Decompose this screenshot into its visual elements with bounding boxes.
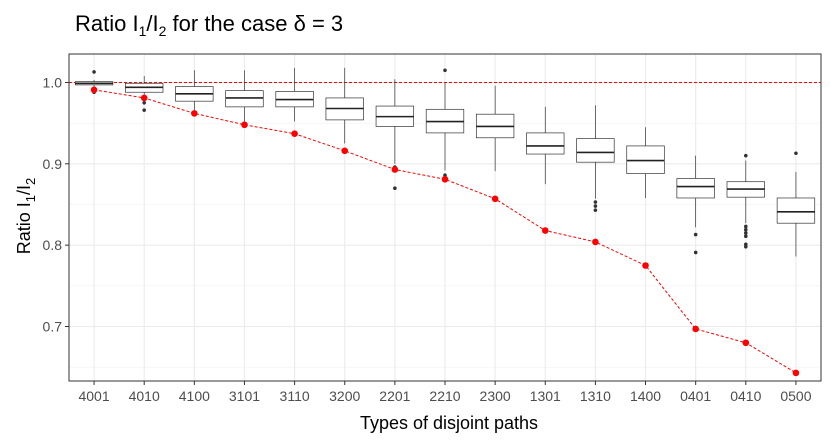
x-tick-label: 0500 <box>780 388 811 404</box>
box-outlier <box>393 186 397 191</box>
boxplot-0401 <box>676 155 715 255</box>
x-tick-label: 2300 <box>480 388 511 404</box>
x-tick-label: 1400 <box>630 388 661 404</box>
box-iqr <box>576 138 615 163</box>
red-point-0500 <box>792 369 800 377</box>
red-point-3101 <box>241 121 248 129</box>
red-point-2300 <box>491 195 499 203</box>
box-outlier <box>744 234 748 239</box>
y-tick-label: 0.9 <box>43 156 63 172</box>
box-outlier <box>693 250 698 255</box>
box-outlier <box>92 70 96 74</box>
boxplot-1400 <box>626 127 665 198</box>
red-point-1310 <box>592 238 599 246</box>
x-tick-label: 4010 <box>129 388 160 404</box>
boxplots <box>74 67 816 257</box>
box-outlier <box>744 244 748 249</box>
x-tick-label: 4001 <box>78 388 109 404</box>
x-axis-title: Types of disjoint paths <box>360 413 538 433</box>
plot-panel <box>68 53 822 382</box>
red-point-1301 <box>541 227 549 234</box>
boxplot-1301 <box>526 106 565 185</box>
y-tick-label: 0.7 <box>43 319 63 335</box>
boxplot-0410 <box>726 153 765 249</box>
red-point-4001 <box>90 86 98 94</box>
boxplot-3200 <box>325 67 364 144</box>
boxplot-2210 <box>425 68 465 180</box>
x-tick-label: 1301 <box>530 388 561 404</box>
boxplot-3101 <box>225 70 264 122</box>
red-series-line <box>93 89 797 374</box>
red-series <box>90 86 800 377</box>
x-tick-label: 3200 <box>329 388 360 404</box>
box-outlier <box>693 232 698 237</box>
boxplot-2300 <box>475 85 515 172</box>
box-outlier <box>593 204 598 208</box>
x-tick-label: 0401 <box>680 388 711 404</box>
box-iqr <box>626 145 665 174</box>
box-outlier <box>593 208 598 212</box>
x-tick-label: 0410 <box>730 388 761 404</box>
y-tick-label: 0.8 <box>43 237 63 253</box>
y-axis-title: Ratio I1/I2 <box>14 178 38 255</box>
red-point-2201 <box>391 166 399 173</box>
x-tick-label: 3101 <box>229 388 260 404</box>
box-iqr <box>225 90 264 108</box>
box-outlier <box>744 231 748 235</box>
y-tick-label: 1.0 <box>43 74 63 90</box>
x-tick-label: 4100 <box>179 388 210 404</box>
box-outlier <box>744 224 748 229</box>
y-axis: 0.7 0.8 0.9 1.0 <box>43 74 69 335</box>
red-point-0410 <box>742 339 750 347</box>
x-axis: 4001 4010 4100 3101 3110 3200 2201 2210 2300 1301… <box>78 381 812 404</box>
box-iqr <box>526 132 565 155</box>
box-outlier <box>142 108 146 112</box>
boxplot-4010 <box>125 75 164 112</box>
boxplot-3110 <box>275 67 314 122</box>
x-tick-label: 3110 <box>280 388 310 404</box>
box-outlier <box>744 227 748 232</box>
box-outlier <box>443 68 447 73</box>
x-tick-label: 2201 <box>379 388 410 404</box>
x-tick-label: 2210 <box>429 388 460 404</box>
boxplot-0500 <box>776 151 816 257</box>
box-outlier <box>593 200 598 204</box>
box-outlier <box>142 101 146 105</box>
boxplot-4100 <box>175 70 214 117</box>
red-point-3200 <box>341 147 349 155</box>
boxplot-1310 <box>576 105 615 212</box>
red-point-4100 <box>191 110 198 117</box>
x-tick-label: 1310 <box>580 388 611 404</box>
box-outlier <box>794 151 798 156</box>
box-outlier <box>744 153 748 158</box>
red-point-0401 <box>692 325 699 333</box>
red-point-1400 <box>642 262 649 269</box>
box-iqr <box>776 197 816 224</box>
red-point-3110 <box>291 130 298 138</box>
red-point-2210 <box>441 175 449 183</box>
red-point-4010 <box>140 94 148 102</box>
chart-title: Ratio I1/I2 for the case δ = 3 <box>75 11 343 39</box>
box-iqr <box>676 178 715 199</box>
